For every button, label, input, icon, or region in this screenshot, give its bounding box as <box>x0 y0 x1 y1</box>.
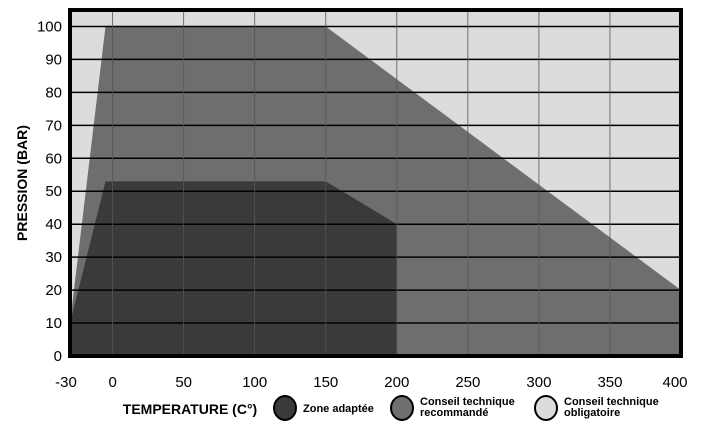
y-tick-label: 50 <box>45 183 62 200</box>
y-tick-label: 20 <box>45 282 62 299</box>
x-tick-label: 100 <box>242 374 267 391</box>
x-tick-label: -30 <box>55 374 77 391</box>
y-tick-label: 100 <box>37 18 62 35</box>
legend-label: recommandé <box>420 407 488 419</box>
area-region-3 <box>70 181 397 356</box>
y-tick-label: 80 <box>45 84 62 101</box>
area-layer <box>70 10 681 356</box>
plot-frame <box>68 8 683 358</box>
legend-label: Conseil technique <box>564 396 659 408</box>
y-tick-label: 10 <box>45 315 62 332</box>
y-tick-label: 90 <box>45 51 62 68</box>
y-tick-label: 0 <box>54 348 62 365</box>
x-tick-label: 0 <box>108 374 116 391</box>
y-tick-label: 40 <box>45 216 62 233</box>
grid-layer <box>70 10 681 357</box>
legend-label: Conseil technique <box>420 396 515 408</box>
x-tick-label: 250 <box>455 374 480 391</box>
y-tick-labels: 0 10 20 30 40 50 60 70 80 90 100 <box>37 18 62 365</box>
y-axis-title: PRESSION (BAR) <box>14 125 30 241</box>
x-tick-labels: -30 0 50 100 150 200 250 300 350 400 <box>55 374 687 391</box>
legend-swatch <box>534 395 558 421</box>
x-tick-label: 400 <box>662 374 687 391</box>
legend-swatch <box>273 395 297 421</box>
x-tick-label: 50 <box>175 374 192 391</box>
y-tick-label: 30 <box>45 249 62 266</box>
x-axis-title: TEMPERATURE (C°) <box>123 401 257 417</box>
x-tick-label: 300 <box>526 374 551 391</box>
x-tick-label: 350 <box>597 374 622 391</box>
legend-label: Zone adaptée <box>303 403 374 415</box>
legend-swatch <box>390 395 414 421</box>
y-tick-label: 60 <box>45 150 62 167</box>
y-tick-label: 70 <box>45 117 62 134</box>
legend-label: obligatoire <box>564 407 620 419</box>
x-tick-label: 150 <box>313 374 338 391</box>
x-tick-label: 200 <box>384 374 409 391</box>
